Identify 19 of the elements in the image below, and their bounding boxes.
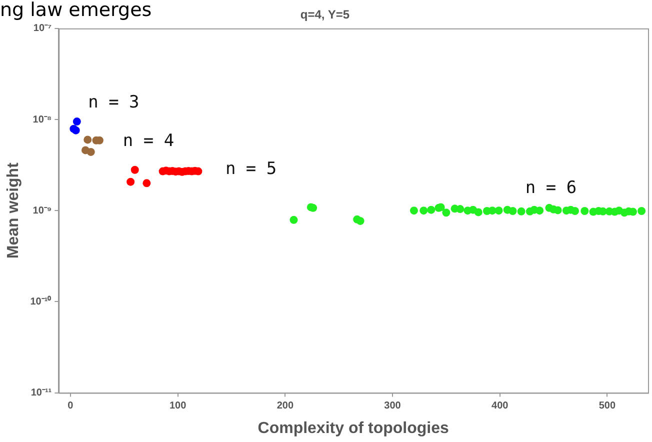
y-tick-label: 10⁻¹⁰ [30,295,52,308]
annotation: n = 4 [122,130,174,151]
y-tick-label: 10⁻¹¹ [30,388,52,399]
y-tick-label: 10⁻⁸ [32,114,52,126]
chart-title: q=4, Y=5 [300,8,350,22]
annotation: n = 6 [525,178,577,198]
y-tick-label: 10⁻⁹ [32,205,52,216]
y-axis-title: Mean weight [5,162,22,259]
x-tick-label: 100 [169,400,187,412]
x-tick-label: 200 [276,400,294,412]
x-tick-label: 300 [384,400,402,412]
x-tick-label: 400 [492,400,509,412]
text: ng law emerges [0,0,152,21]
x-tick-label: 0 [68,400,74,412]
annotation: n = 5 [225,159,277,180]
x-axis-title: Complexity of topologies [258,420,449,437]
annotation: n = 3 [88,92,140,113]
y-tick-label: 10⁻⁷ [33,23,52,34]
x-tick-label: 500 [598,400,616,412]
